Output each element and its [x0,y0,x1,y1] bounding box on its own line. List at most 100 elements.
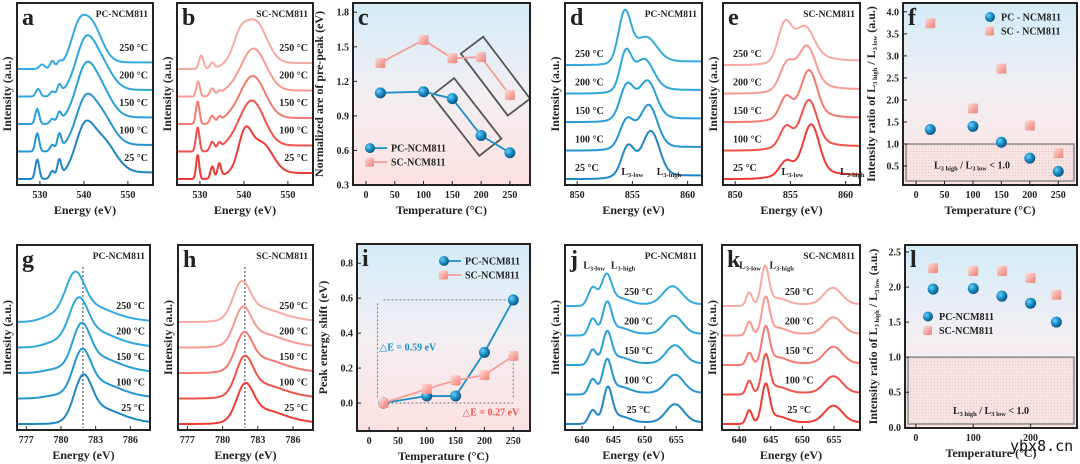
data-point [1050,316,1062,328]
peak-label: L3-high [611,261,636,273]
plot-frame [722,2,861,186]
x-tick-label: 777 [180,435,195,446]
panel-letter: f [908,5,917,31]
x-tick-label: 786 [286,435,301,446]
peak-label: L3-high [769,261,794,273]
x-tick-label: 100 [966,433,981,444]
legend-marker [923,311,933,322]
subscript: 3-high [618,266,636,273]
temperature-label: 100 °C [279,126,308,137]
panel-title: SC-NCM811 [256,252,308,262]
temperature-label: 100 °C [624,376,653,387]
data-point [504,90,515,101]
y-tick-label: 1.0 [889,353,902,364]
x-tick-label: 850 [570,190,585,201]
data-point [967,282,979,294]
text-part: L [769,261,776,272]
temperature-label: 200 °C [119,71,148,82]
x-axis-label: Temperature (°C) [398,449,489,463]
data-point [1025,297,1037,309]
text-part: L [953,406,960,417]
spectrum-curve [17,34,153,98]
temperature-label: 200 °C [279,327,308,338]
y-axis-label: Intensity (a.u.) [0,56,14,131]
x-tick-label: 645 [763,435,778,446]
peak-label: L3-low [621,167,643,179]
temperature-label: 25 °C [627,405,651,416]
subscript: 3 low [872,35,879,50]
panel-a: 25 °C 100 °C 150 °C 200 °C 250 °C PC-NCM811 In… [0,2,154,217]
spectrum-curve [565,129,702,180]
x-tick-label: 200 [474,190,489,201]
panel-title: PC-NCM811 [645,252,697,262]
panel-i: △E = 0.59 eV △E = 0.27 eV PC-NCM811 SC-NCM8… [316,243,531,463]
data-point [507,294,519,306]
plot-frame [356,243,531,432]
data-point [924,123,936,135]
spectrum-curve [178,354,314,400]
x-tick-label: 530 [32,190,47,201]
data-point [508,350,519,361]
spectrum-curve [17,119,153,180]
y-tick-label: 0.5 [889,388,902,399]
subscript: 3 high [941,166,959,173]
x-tick-label: 786 [123,435,138,446]
panel-l: L3 high / L3 low < 1.0PC-NCM811SC-NCM811… [866,244,1078,460]
data-point [927,283,939,295]
subscript: 3-high [776,266,794,273]
data-point [1024,120,1035,131]
y-tick-label: 0.8 [341,259,354,270]
x-tick-label: 50 [390,190,400,201]
x-tick-label: 150 [994,190,1009,201]
y-tick-label: 2.5 [889,248,902,259]
x-tick-label: 655 [669,435,684,446]
subscript: 3 high [960,411,978,418]
spectrum-curve [177,18,313,70]
temperature-label: 100 °C [279,378,308,389]
temperature-label: 200 °C [116,327,145,338]
highlight-box [459,35,532,117]
x-tick-label: 0 [914,190,919,201]
spectrum-curve [17,60,153,125]
spectrum-curve [178,279,313,323]
panel-letter: a [22,5,34,31]
x-tick-label: 655 [827,435,842,446]
legend-label: PC-NCM811 [465,257,520,268]
subscript: 3 high [874,310,881,328]
plot-frame [564,2,703,186]
text-part: (a.u.) [864,6,878,36]
panel-title: SC-NCM811 [803,10,855,20]
temperature-label: 25 °C [575,163,599,174]
legend-label: SC - NCM811 [1001,27,1060,38]
y-axis-label: Intensity (a.u.) [548,56,562,131]
text-part: L [782,167,789,178]
x-tick-label: 550 [120,190,135,201]
plot-frame [721,244,861,431]
spectrum-curve [723,68,860,123]
spectrum-curve [17,373,151,425]
legend-label: PC-NCM811 [391,144,446,155]
spectrum-curve [722,352,860,396]
y-tick-label: 0.2 [341,364,354,375]
spectrum-curve [565,385,702,425]
y-tick-label: 0.4 [341,329,354,340]
x-tick-label: 100 [419,436,434,447]
y-axis-label: Intensity (a.u.) [548,300,562,375]
temperature-label: 250 °C [119,43,148,54]
temperature-label: 250 °C [279,301,308,312]
y-tick-label: 1.5 [337,42,350,53]
y-axis-label: Intensity (a.u.) [706,56,720,131]
y-axis-label: Intensity (a.u.) [160,56,174,131]
x-axis-label: Energy (eV) [52,448,114,462]
x-tick-label: 550 [280,190,295,201]
temperature-label: 100 °C [119,126,148,137]
x-tick-label: 777 [19,435,34,446]
y-tick-label: 3.0 [887,51,900,62]
y-tick-label: 0.0 [889,423,902,434]
panel-letter: b [182,5,195,31]
x-tick-label: 860 [838,190,853,201]
y-tick-label: 1.0 [887,140,900,151]
spectrum-curve [17,92,153,153]
temperature-label: 200 °C [785,317,814,328]
